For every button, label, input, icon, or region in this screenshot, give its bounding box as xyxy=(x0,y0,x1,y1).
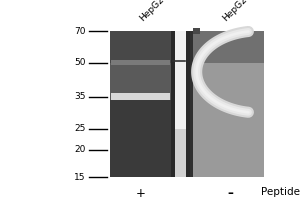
Text: 20: 20 xyxy=(74,145,85,154)
Bar xyxy=(175,31,186,177)
Bar xyxy=(171,31,175,177)
Bar xyxy=(111,60,170,65)
Bar xyxy=(171,31,190,177)
Bar xyxy=(110,31,171,177)
Text: –: – xyxy=(227,187,233,200)
Text: HepG2: HepG2 xyxy=(137,0,166,23)
Bar xyxy=(110,31,171,63)
Text: 35: 35 xyxy=(74,92,85,101)
Text: Peptide: Peptide xyxy=(261,187,300,197)
Bar xyxy=(193,31,264,63)
Bar xyxy=(190,31,193,177)
Text: 25: 25 xyxy=(74,124,85,133)
Bar xyxy=(193,28,200,34)
Text: 15: 15 xyxy=(74,172,85,182)
Bar xyxy=(110,100,171,177)
Text: 70: 70 xyxy=(74,26,85,36)
Bar xyxy=(190,31,264,177)
Bar xyxy=(186,31,190,177)
Text: HepG2: HepG2 xyxy=(221,0,249,23)
Text: +: + xyxy=(136,187,145,200)
Bar xyxy=(175,129,186,177)
Text: 50: 50 xyxy=(74,58,85,67)
Bar xyxy=(111,93,170,100)
